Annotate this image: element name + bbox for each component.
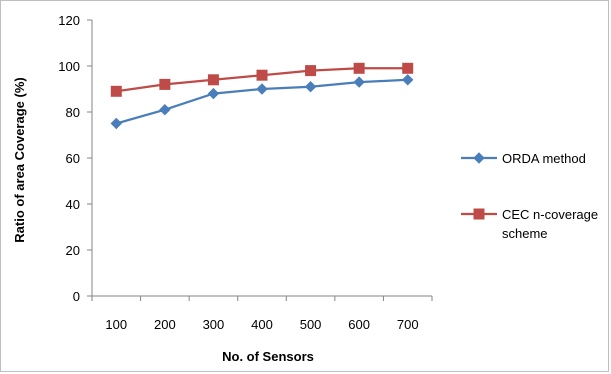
x-tick-label: 100 [105,317,127,332]
data-point [110,85,122,97]
x-tick-label: 300 [203,317,225,332]
legend-item-orda-method: ORDA method [461,151,586,166]
data-point [256,83,268,95]
data-point [110,117,122,130]
x-tick-label: 200 [154,317,176,332]
x-tick-label: 400 [251,317,273,332]
data-point [304,80,317,93]
data-point [159,103,171,116]
y-ticks: 0 20 40 60 80 100 120 [58,13,92,304]
legend-swatch-marker [473,208,485,220]
data-point [402,62,414,74]
y-tick-label: 80 [66,105,80,120]
y-axis-title: Ratio of area Coverage (%) [12,77,27,242]
series-orda-method [110,74,414,130]
data-point [305,65,317,77]
data-point [207,74,219,86]
data-point [353,62,365,74]
series-cec-n-coverage-scheme [110,62,414,97]
legend-label: scheme [502,226,548,241]
legend: ORDA method CEC n-coverage scheme [461,151,598,241]
legend-label: CEC n-coverage [502,207,598,222]
series-layer [110,62,414,130]
x-tick-label: 700 [397,317,419,332]
x-ticks: 100 200 300 400 500 600 700 [91,296,433,332]
data-point [256,69,268,81]
y-tick-label: 20 [66,243,80,258]
y-tick-label: 60 [66,151,80,166]
x-tick-label: 600 [348,317,370,332]
legend-label: ORDA method [502,151,586,166]
data-point [207,87,220,100]
axes [91,20,432,297]
legend-item-cec-n-coverage-scheme: CEC n-coverage scheme [461,207,598,241]
y-tick-label: 0 [73,289,80,304]
data-point [402,74,414,86]
data-point [353,76,365,88]
data-point [159,78,171,90]
y-tick-label: 120 [58,13,80,28]
x-axis-title: No. of Sensors [222,349,314,364]
y-tick-label: 40 [66,197,80,212]
x-tick-label: 500 [300,317,322,332]
y-tick-label: 100 [58,59,80,74]
legend-swatch-marker [473,152,485,164]
